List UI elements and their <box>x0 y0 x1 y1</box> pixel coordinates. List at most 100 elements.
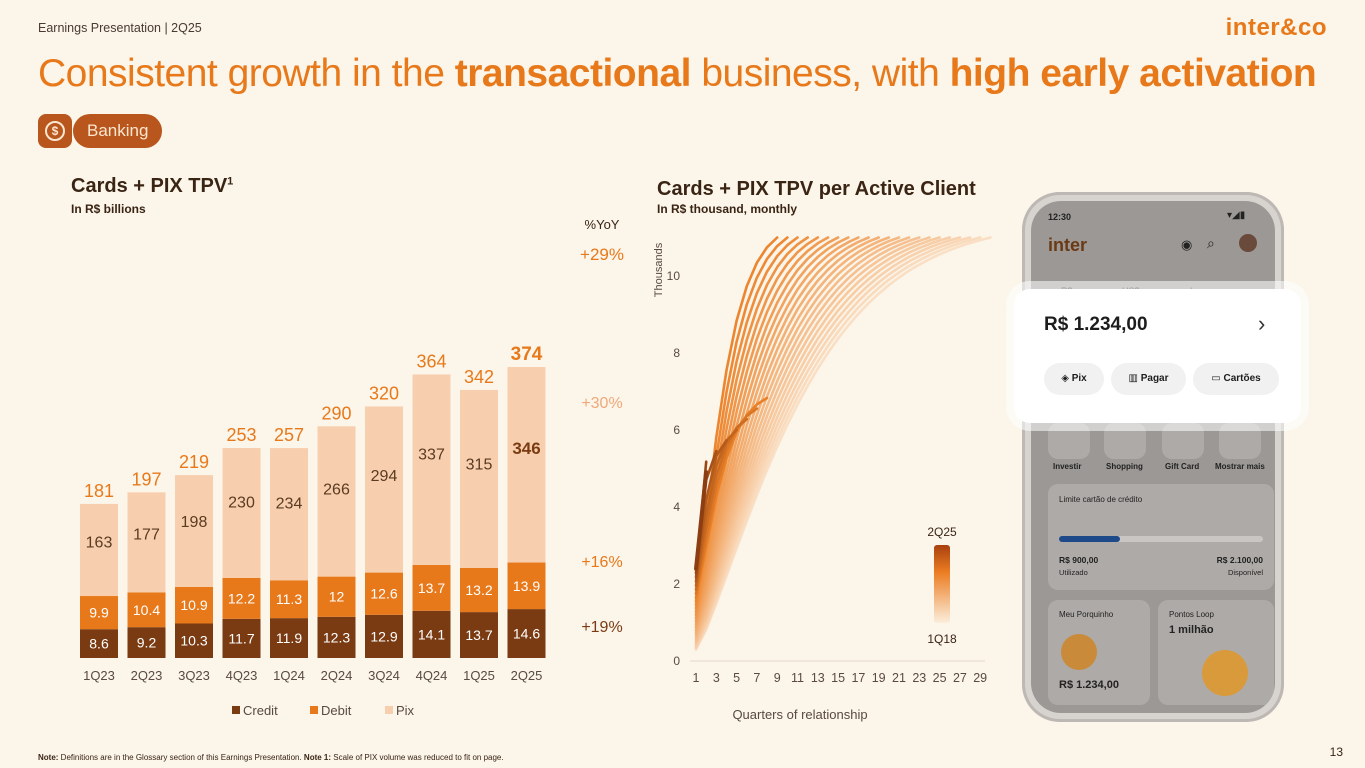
cohort-line-3Q19 <box>694 236 931 645</box>
cohort-line-2Q20 <box>694 236 901 639</box>
left-chart-title: Cards + PIX TPV1 <box>71 175 233 198</box>
phone-mockup: 12:30 ▾◢▮ inter ◉ ⌕ R$ US$ Loop Investir… <box>1022 192 1284 722</box>
cohort-line-1Q18 <box>694 236 992 651</box>
more-shortcut-icon[interactable] <box>1219 423 1261 459</box>
legend-swatch-debit <box>310 706 318 714</box>
pix-label-2Q24: 266 <box>323 481 350 498</box>
barcode-icon: ▥ <box>1128 373 1141 384</box>
credit-limit-card[interactable]: Limite cartão de crédito R$ 900,00 Utili… <box>1048 484 1274 590</box>
x-tick-21: 21 <box>892 671 906 685</box>
total-label-2Q25: 374 <box>511 344 543 365</box>
cohort-line-1Q20 <box>694 236 911 641</box>
debit-label-4Q24: 13.7 <box>418 580 445 596</box>
x-tick-5: 5 <box>733 671 740 685</box>
section-badge: Banking <box>73 114 163 148</box>
x-tick-7: 7 <box>753 671 760 685</box>
credit-bar-2Q23 <box>127 627 166 658</box>
x-axis-label: Quarters of relationship <box>732 707 867 722</box>
footnote: Note: Definitions are in the Glossary se… <box>38 753 504 762</box>
tpv-stacked-bar-chart: 8.6 9.9 163 181 1Q23 9.2 10.4 177 197 2Q23 10.3 10.… <box>80 217 624 718</box>
cohort-line-4Q21 <box>694 236 840 623</box>
cohort-line-3Q23 <box>694 396 769 599</box>
piggy-title: Meu Porquinho <box>1059 610 1114 619</box>
piggy-bank-card[interactable]: Meu Porquinho R$ 1.234,00 <box>1048 600 1150 705</box>
credit-label-2Q23: 9.2 <box>137 635 157 651</box>
x-tick-3: 3 <box>713 671 720 685</box>
left-chart-title-sup: 1 <box>227 175 234 188</box>
x-tick-29: 29 <box>973 671 987 685</box>
loop-coin-icon <box>1202 650 1248 696</box>
credit-used-value: R$ 900,00 <box>1059 555 1099 565</box>
debit-bar-3Q23 <box>175 586 213 624</box>
debit-label-4Q23: 12.2 <box>228 590 255 606</box>
balance-overlay-card[interactable]: R$ 1.234,00 › ◈ Pix ▥ Pagar ▭ Cartões <box>1014 289 1301 423</box>
cohort-line-2Q19 <box>694 236 941 646</box>
debit-label-2Q24: 12 <box>329 589 345 605</box>
credit-limit-track <box>1059 536 1263 542</box>
debit-bar-2Q24 <box>317 576 356 617</box>
credit-bar-2Q25 <box>507 609 546 658</box>
invest-shortcut-icon[interactable] <box>1048 423 1090 459</box>
shopping-shortcut-icon[interactable] <box>1104 423 1146 459</box>
x-tick-23: 23 <box>912 671 926 685</box>
total-label-1Q25: 342 <box>464 367 494 387</box>
shortcut-invest-label[interactable]: Investir <box>1053 462 1082 471</box>
cohort-line-2Q24 <box>694 428 738 587</box>
pix-label-1Q23: 163 <box>86 535 113 552</box>
credit-bar-1Q23 <box>80 629 118 658</box>
debit-bar-2Q25 <box>507 562 546 610</box>
x-tick-2Q25: 2Q25 <box>511 668 543 683</box>
shortcut-gift-card-label[interactable]: Gift Card <box>1165 462 1200 471</box>
gift-card-shortcut-icon[interactable] <box>1162 423 1204 459</box>
total-label-2Q23: 197 <box>131 469 161 489</box>
y-tick-8: 8 <box>673 346 680 360</box>
legend-label-credit: Credit <box>243 703 278 718</box>
credit-used-label: Utilizado <box>1059 568 1088 577</box>
page-title: Consistent growth in the transactional b… <box>38 52 1317 96</box>
debit-bar-1Q25 <box>460 567 498 613</box>
y-tick-0: 0 <box>673 654 680 668</box>
shortcut-more-label[interactable]: Mostrar mais <box>1215 462 1265 471</box>
credit-bar-2Q24 <box>317 616 356 658</box>
title-bold2: high early activation <box>949 52 1317 95</box>
x-tick-1: 1 <box>693 671 700 685</box>
avatar[interactable] <box>1239 234 1257 252</box>
credit-label-2Q24: 12.3 <box>323 629 350 645</box>
debit-label-2Q23: 10.4 <box>133 602 160 618</box>
shortcut-shopping-label[interactable]: Shopping <box>1106 462 1143 471</box>
presentation-header: Earnings Presentation | 2Q25 <box>38 21 202 35</box>
pix-action-button[interactable]: ◈ Pix <box>1044 363 1104 395</box>
x-tick-4Q23: 4Q23 <box>226 668 258 683</box>
x-tick-1Q23: 1Q23 <box>83 668 115 683</box>
note-label: Note: <box>38 753 59 762</box>
pix-bar-4Q23 <box>222 447 261 578</box>
legend-swatch-credit <box>232 706 240 714</box>
x-tick-13: 13 <box>811 671 825 685</box>
piggy-mascot-icon <box>1061 634 1097 670</box>
loop-points-card[interactable]: Pontos Loop 1 milhão <box>1158 600 1274 705</box>
credit-bar-1Q25 <box>460 612 498 658</box>
cards-action-button[interactable]: ▭ Cartões <box>1193 363 1279 395</box>
signal-battery-icon: ▾◢▮ <box>1227 210 1246 221</box>
credit-label-4Q24: 14.1 <box>418 626 445 642</box>
y-tick-4: 4 <box>673 500 680 514</box>
chevron-right-icon[interactable]: › <box>1258 311 1266 336</box>
total-label-3Q23: 219 <box>179 452 209 472</box>
pix-bar-3Q24 <box>365 406 403 573</box>
pix-bar-1Q25 <box>460 389 498 568</box>
piggy-value: R$ 1.234,00 <box>1059 679 1119 691</box>
pix-label-2Q23: 177 <box>133 526 160 543</box>
right-chart-subtitle: In R$ thousand, monthly <box>657 202 797 216</box>
pay-action-button[interactable]: ▥ Pagar <box>1111 363 1186 395</box>
cohort-line-3Q18 <box>694 236 972 650</box>
x-tick-25: 25 <box>933 671 947 685</box>
total-label-2Q24: 290 <box>321 403 351 423</box>
search-icon[interactable]: ⌕ <box>1207 235 1215 251</box>
x-tick-19: 19 <box>872 671 886 685</box>
cohort-line-4Q18 <box>694 236 962 649</box>
yoy-header: %YoY <box>585 217 620 232</box>
cohort-line-1Q22 <box>694 236 830 620</box>
eye-icon[interactable]: ◉ <box>1181 237 1193 252</box>
cohort-line-1Q21 <box>694 236 870 631</box>
